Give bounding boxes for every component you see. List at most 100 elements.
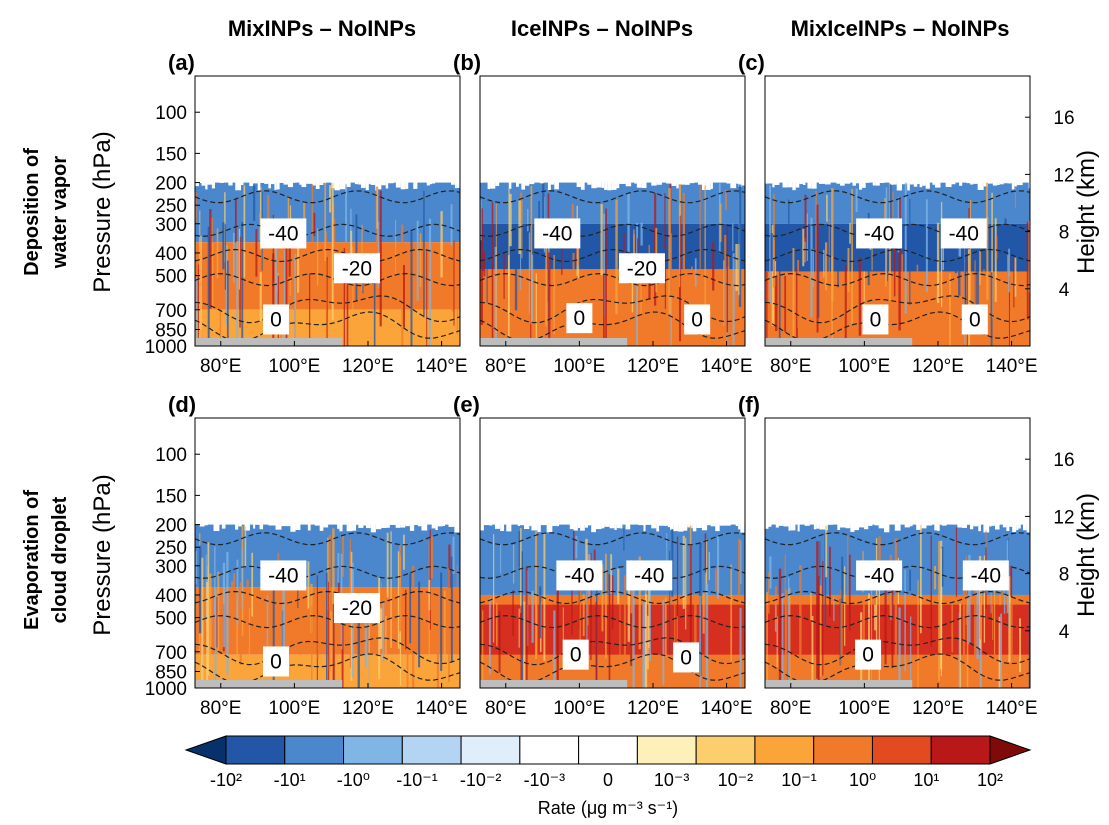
- x-tick-label: 80°E: [485, 698, 526, 719]
- field-edge: [207, 522, 214, 525]
- field-edge: [645, 522, 652, 525]
- field-edge: [584, 180, 588, 183]
- field-edge: [264, 180, 269, 184]
- field-edge: [819, 180, 825, 184]
- isotherm-line: [195, 637, 460, 666]
- contour-label-box: [534, 218, 581, 249]
- field-edge: [257, 180, 261, 191]
- field-edge: [307, 522, 311, 531]
- y-tick-label: 100: [155, 103, 187, 124]
- field-band: [765, 271, 1030, 346]
- field-edge: [556, 522, 560, 527]
- field-edge: [370, 522, 376, 533]
- field-edge: [1018, 522, 1021, 529]
- field-edge: [506, 522, 512, 532]
- field-edge: [1009, 522, 1013, 527]
- field-edge: [666, 180, 672, 184]
- x-tick-label: 140°E: [986, 356, 1038, 377]
- contour-label-box: [962, 560, 1009, 591]
- field-edge: [683, 522, 688, 531]
- field-edge: [671, 180, 677, 186]
- field-edge: [987, 180, 993, 184]
- column-title-1: MixINPs – NoINPs: [228, 16, 416, 41]
- field-edge: [694, 180, 698, 183]
- field-edge: [588, 522, 592, 526]
- field-edge: [346, 522, 353, 532]
- field-edge: [225, 522, 230, 524]
- contour-label: -40: [564, 564, 594, 587]
- contour-label-box: [856, 560, 903, 591]
- field-edge: [547, 180, 551, 191]
- contour-label-box: [940, 218, 987, 249]
- field-edge: [638, 522, 644, 526]
- field-edge: [228, 180, 233, 186]
- x-tick-label: 100°E: [553, 356, 605, 377]
- height-tick-label: 8: [1059, 565, 1070, 586]
- field-edge: [499, 180, 504, 182]
- field-edge: [395, 522, 401, 528]
- panel-layer: -40-200(a)80°E 100°E 120°E 140°E10015020025…: [145, 50, 1075, 719]
- field-edge: [495, 180, 500, 186]
- field-edge: [813, 522, 817, 530]
- field-edge: [286, 522, 291, 527]
- field-edge: [500, 522, 505, 532]
- field-edge: [448, 522, 455, 527]
- field-edge: [807, 180, 812, 189]
- field-edge: [783, 522, 789, 527]
- field-edge: [409, 522, 415, 531]
- contour-label: -40: [864, 222, 894, 245]
- field-edge: [417, 180, 423, 183]
- field-edge: [368, 180, 371, 185]
- field-edge: [844, 180, 851, 184]
- contour-label: -40: [268, 564, 298, 587]
- field-edge: [334, 180, 340, 191]
- x-tick-label: 100°E: [838, 698, 890, 719]
- field-edge: [358, 522, 364, 528]
- field-edge: [730, 522, 736, 525]
- colorbar-tick-label: 10⁻³: [654, 770, 690, 790]
- field-edge: [921, 522, 927, 529]
- field-edge: [969, 522, 974, 530]
- field-edge: [332, 522, 338, 525]
- field-edge: [997, 180, 1000, 185]
- field-edge: [405, 180, 409, 189]
- field-edge: [816, 522, 820, 529]
- field-edge: [405, 522, 410, 527]
- field-edge: [569, 522, 574, 530]
- y-tick-label: 200: [155, 174, 187, 195]
- x-tick-label: 120°E: [912, 698, 964, 719]
- field-edge: [916, 522, 922, 530]
- field-edge: [852, 180, 856, 186]
- field-edge: [1026, 522, 1030, 533]
- field-edge: [432, 180, 436, 184]
- field-edge: [456, 180, 460, 188]
- field-edge: [235, 522, 239, 530]
- field-edge: [940, 180, 946, 183]
- panel-e: -40 -40 0 0 (e) 80°E 100°E 120°E 140°E: [453, 392, 753, 719]
- field-edge: [454, 180, 457, 189]
- field-edge: [295, 180, 300, 182]
- panel-d: -40 -20 0 (d) 80°E 100°E 120°E 140°E 100 150 20025…: [145, 392, 468, 719]
- field-edge: [1020, 522, 1023, 524]
- colorbar-box: [871, 735, 932, 765]
- field-edge: [483, 522, 490, 526]
- field-edge: [646, 180, 652, 182]
- field-edge: [659, 522, 664, 526]
- field-edge: [983, 522, 990, 533]
- x-tick-label: 140°E: [701, 698, 753, 719]
- colorbar-tick-label: 10⁻²: [718, 770, 754, 790]
- field-edge: [730, 180, 737, 189]
- x-tick-label: 140°E: [986, 698, 1038, 719]
- terrain-bar: [480, 338, 628, 346]
- field-edge: [342, 522, 347, 525]
- field-edge: [454, 522, 460, 533]
- field-edge: [400, 522, 406, 528]
- field-edge: [922, 180, 926, 186]
- field-edge: [661, 180, 667, 183]
- colorbar-tick-label: 10⁰: [849, 770, 876, 790]
- field-edge: [580, 522, 585, 531]
- field-edge: [859, 522, 865, 528]
- field-edge: [725, 522, 731, 526]
- colorbar-tick-label: -10⁰: [337, 770, 370, 790]
- y-axis-label-pressure-bottom: Pressure (hPa): [89, 474, 116, 635]
